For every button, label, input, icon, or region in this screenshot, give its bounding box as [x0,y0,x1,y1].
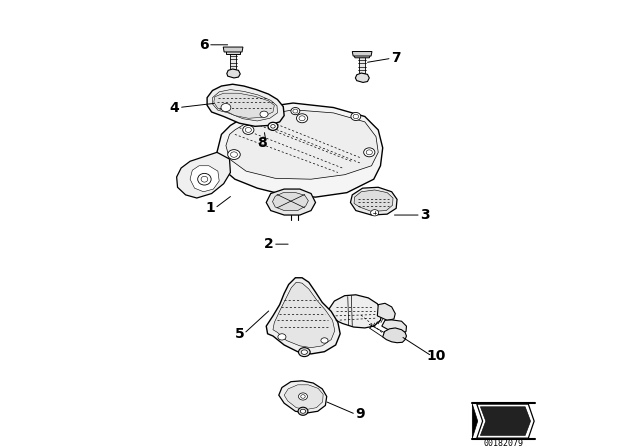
Ellipse shape [278,334,286,340]
Ellipse shape [293,109,298,113]
Text: 7: 7 [391,51,401,65]
Ellipse shape [301,395,305,398]
Ellipse shape [291,108,300,115]
Polygon shape [329,295,382,328]
Polygon shape [279,381,326,413]
Text: 4: 4 [170,100,179,115]
Ellipse shape [271,125,275,128]
Ellipse shape [301,350,307,354]
Polygon shape [226,51,240,54]
Polygon shape [227,69,240,78]
Ellipse shape [298,348,310,357]
Ellipse shape [228,150,240,159]
Polygon shape [383,328,406,343]
Polygon shape [207,84,284,126]
Text: 5: 5 [234,327,244,341]
Polygon shape [217,103,383,197]
Polygon shape [273,282,335,348]
Ellipse shape [298,407,308,415]
Polygon shape [190,166,219,192]
Ellipse shape [371,210,379,216]
Ellipse shape [300,409,306,413]
Polygon shape [477,404,534,438]
Ellipse shape [245,127,252,133]
Polygon shape [354,55,370,58]
Polygon shape [266,189,316,215]
Text: 6: 6 [198,38,209,52]
Ellipse shape [230,152,237,157]
Polygon shape [351,187,397,215]
Ellipse shape [364,148,375,157]
Polygon shape [472,404,477,438]
Polygon shape [354,190,393,211]
Polygon shape [214,93,275,118]
Ellipse shape [366,150,372,155]
Ellipse shape [353,114,358,119]
Polygon shape [284,385,323,409]
Polygon shape [352,52,372,56]
Polygon shape [177,152,230,198]
Polygon shape [382,320,406,334]
Ellipse shape [221,103,231,112]
Polygon shape [378,303,396,320]
Polygon shape [359,57,365,73]
Ellipse shape [260,111,268,117]
Polygon shape [230,53,236,69]
Text: 10: 10 [427,349,446,363]
Ellipse shape [198,173,211,185]
Polygon shape [273,193,308,211]
Text: 2: 2 [264,237,273,251]
Ellipse shape [351,112,361,121]
Polygon shape [226,110,378,179]
Text: 8: 8 [257,136,267,151]
Text: 00182079: 00182079 [484,439,524,448]
Text: 9: 9 [355,407,365,422]
Ellipse shape [298,393,307,400]
Ellipse shape [299,116,305,121]
Polygon shape [266,278,340,354]
Ellipse shape [321,338,328,343]
Ellipse shape [243,125,254,134]
Ellipse shape [201,177,208,182]
Polygon shape [223,47,243,52]
Ellipse shape [296,114,308,123]
Text: 3: 3 [420,208,430,222]
Polygon shape [481,407,531,435]
Text: 1: 1 [205,201,215,215]
Polygon shape [355,73,369,82]
Polygon shape [212,90,277,121]
Ellipse shape [268,122,278,130]
